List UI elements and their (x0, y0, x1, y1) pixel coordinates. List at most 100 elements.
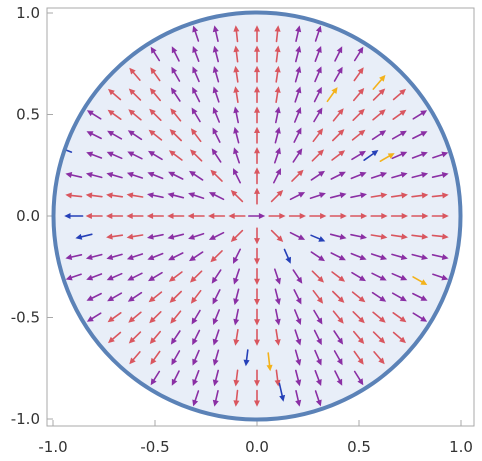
axes: -1.0 -0.5 0.0 0.5 1.0 1.0 0.5 0.0 -0.5 -1.0 (11, 4, 473, 456)
vector-arrow-head (441, 151, 449, 158)
vector-arrow-head (380, 171, 388, 178)
vector-arrow-head (170, 87, 177, 95)
vector-arrow-head (337, 129, 345, 136)
vector-arrow-head (357, 46, 364, 54)
vector-arrow-head (297, 169, 304, 177)
vector-arrow-head (108, 336, 115, 344)
vector-arrow-head (171, 358, 178, 366)
vector-arrow-head (212, 359, 219, 366)
vector-arrow-head (190, 149, 197, 156)
vector-arrow-head (86, 131, 94, 137)
vector-arrow-head (298, 234, 306, 240)
vector-arrow-head (126, 213, 133, 219)
vector-arrow-head (190, 296, 198, 304)
vector-arrow-head (148, 296, 156, 303)
vector-arrow-head (128, 109, 136, 116)
vector-arrow-head (168, 275, 176, 282)
vector-arrow-head (211, 276, 218, 284)
vector-arrow-head (192, 86, 198, 94)
vector-arrow-head (336, 358, 343, 366)
vector-arrow-head (148, 275, 155, 282)
vector-arrow-shaft (326, 89, 336, 103)
vector-arrow-head (421, 233, 429, 240)
vector-arrow-head (65, 274, 73, 281)
vector-arrow-head (316, 128, 324, 136)
vector-arrow-head (150, 378, 157, 386)
vector-arrow-head (336, 66, 343, 74)
vector-arrow-head (171, 378, 178, 386)
vector-arrow-head (296, 276, 303, 284)
vector-arrow-head (168, 254, 176, 261)
vector-arrow-head (254, 258, 260, 265)
vector-arrow-head (106, 274, 114, 281)
vector-arrow-head (208, 234, 216, 240)
vector-arrow-head (441, 274, 449, 281)
vector-arrow-head (106, 254, 114, 260)
vector-arrow-head (420, 131, 428, 137)
vector-arrow-head (320, 213, 327, 219)
vector-arrow-head (230, 235, 238, 242)
vector-arrow-head (274, 65, 281, 73)
vector-arrow-head (357, 67, 364, 75)
vector-arrow-head (337, 337, 344, 345)
vector-arrow-head (233, 339, 240, 346)
vector-arrow-head (358, 296, 366, 303)
vector-arrow-head (189, 170, 196, 177)
vector-arrow-head (359, 254, 367, 261)
vector-arrow-head (442, 213, 449, 219)
vector-arrow-head (441, 254, 449, 260)
vector-arrow-head (316, 379, 322, 386)
vector-arrow-head (127, 151, 135, 157)
vector-arrow-head (254, 278, 260, 285)
vector-arrow-head (86, 295, 94, 301)
vector-arrow-head (233, 65, 240, 73)
vector-arrow-head (339, 233, 347, 240)
vector-arrow-head (107, 295, 115, 302)
vector-arrow-head (316, 107, 323, 115)
vector-arrow-head (380, 192, 388, 199)
vector-arrow-head (316, 338, 322, 346)
vector-arrow-head (254, 380, 260, 387)
vector-arrow-head (192, 338, 198, 346)
vector-arrow-head (127, 295, 135, 302)
vector-arrow-head (295, 297, 302, 305)
vector-arrow-head (274, 379, 281, 387)
vector-arrow-shaft (278, 382, 284, 399)
vector-arrow-head (254, 25, 260, 32)
vector-arrow-head (188, 234, 195, 240)
vector-arrow-head (126, 233, 134, 240)
vector-arrow-head (106, 192, 113, 199)
vector-arrow-head (296, 148, 303, 156)
vector-arrow-head (65, 254, 73, 260)
vector-arrow-shaft (363, 151, 376, 161)
vector-arrow-head (274, 106, 281, 114)
vector-arrow-head (128, 336, 136, 344)
vector-arrow-head (360, 233, 367, 240)
vector-arrow-head (399, 295, 407, 302)
vector-arrow-head (108, 88, 115, 96)
vector-arrow-head (401, 213, 408, 219)
vector-arrow-head (212, 66, 219, 73)
vector-arrow-head (129, 67, 136, 75)
vector-arrow-head (192, 358, 198, 366)
vector-arrow-head (150, 67, 157, 75)
vector-arrow-head (274, 86, 281, 93)
vector-arrow-head (420, 295, 428, 301)
vector-arrow-head (254, 147, 260, 154)
vector-arrow-head (316, 317, 323, 325)
vector-arrow-head (167, 213, 174, 219)
vector-arrow-head (399, 336, 406, 344)
vector-arrow-head (129, 357, 136, 365)
vector-arrow-head (279, 213, 286, 219)
vector-arrow-head (254, 299, 260, 306)
x-tick-label: 0.5 (347, 438, 371, 456)
vector-arrow-head (65, 192, 72, 199)
vector-arrow-head (212, 45, 219, 53)
vector-arrow-head (379, 74, 386, 82)
vector-arrow-head (149, 337, 157, 344)
vector-arrow-head (233, 318, 240, 326)
vector-arrow-head (150, 46, 157, 54)
vector-arrow-head (212, 86, 219, 94)
vector-arrow-head (337, 317, 344, 324)
vector-arrow-head (420, 110, 428, 117)
